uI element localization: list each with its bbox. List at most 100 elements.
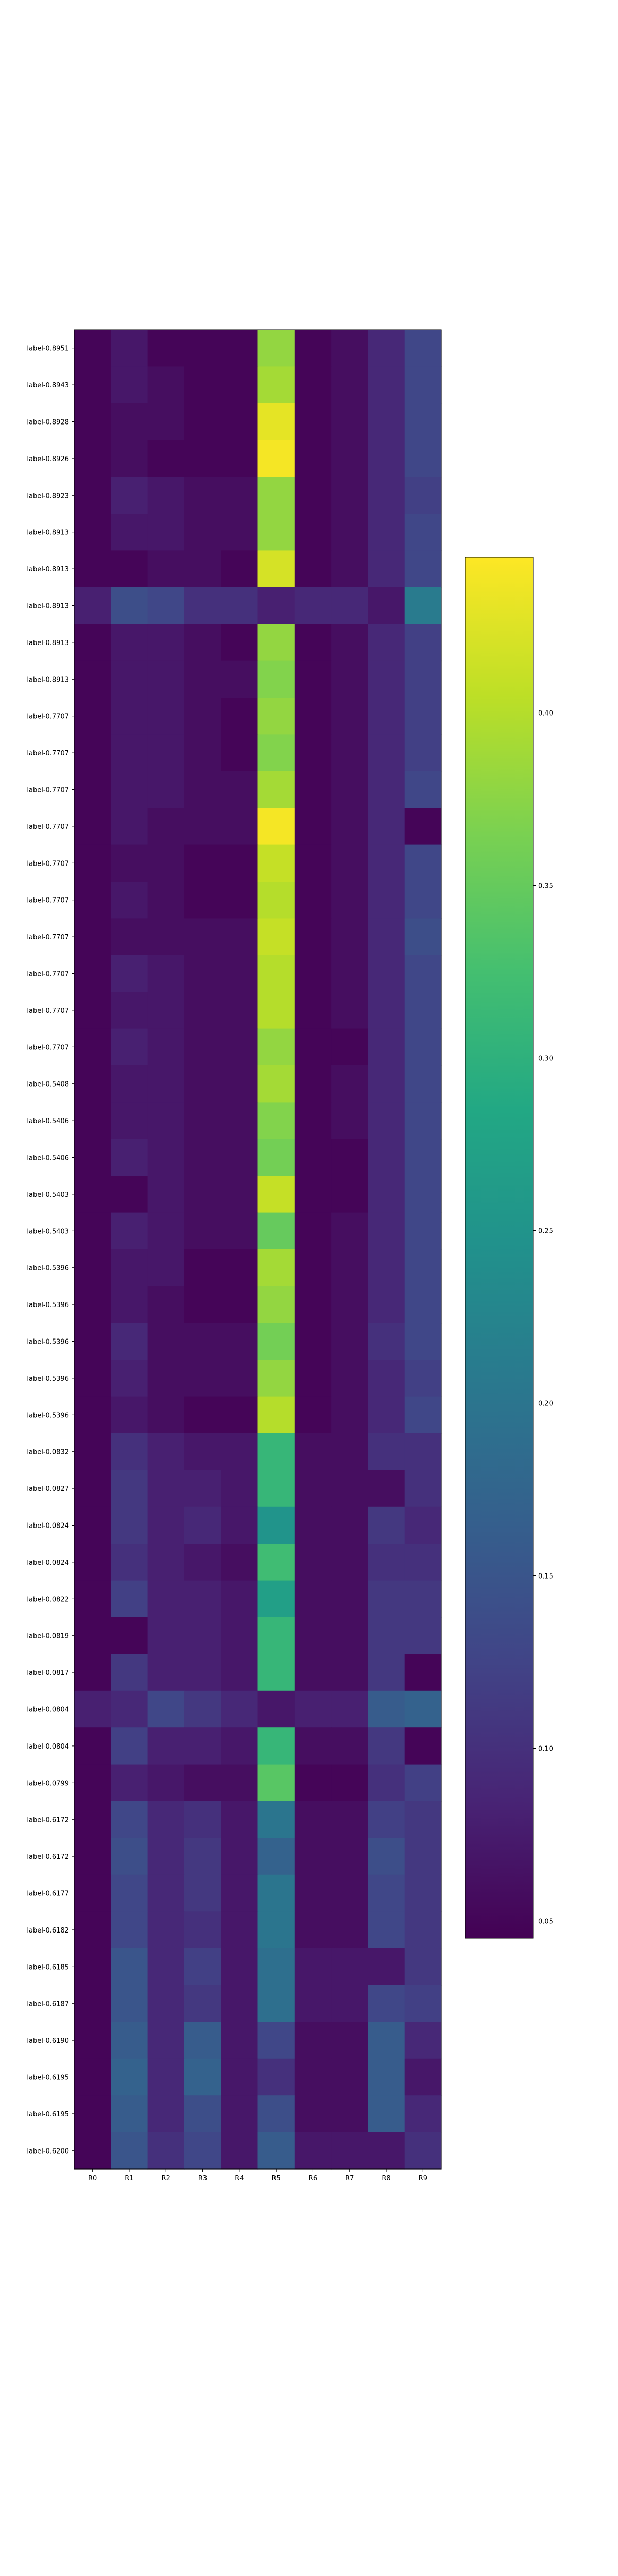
heatmap-cell xyxy=(258,1985,295,2022)
heatmap-cell xyxy=(111,660,148,698)
row-tick-label: label-0.5396 xyxy=(27,1265,69,1273)
heatmap-cell xyxy=(294,1764,332,1802)
heatmap-cell xyxy=(368,1764,405,1802)
heatmap-cell xyxy=(74,1801,111,1838)
heatmap-cell xyxy=(74,2022,111,2059)
heatmap-cell xyxy=(147,1911,185,1949)
heatmap-cell xyxy=(74,1323,111,1360)
heatmap-cell xyxy=(331,403,368,440)
heatmap-cell xyxy=(111,2132,148,2170)
heatmap-cell xyxy=(368,1985,405,2022)
heatmap-cell xyxy=(294,1102,332,1140)
heatmap-cell xyxy=(184,1065,221,1103)
colorbar-tick-label: 0.25 xyxy=(538,1228,553,1235)
row-tick-label: label-0.8926 xyxy=(27,455,69,463)
heatmap-cell xyxy=(184,1433,221,1470)
heatmap-cell xyxy=(368,1544,405,1581)
heatmap-cell xyxy=(184,477,221,514)
heatmap-cell xyxy=(147,1727,185,1765)
heatmap-cell xyxy=(147,808,185,845)
heatmap-cell xyxy=(294,403,332,440)
heatmap-cell xyxy=(294,1544,332,1581)
row-tick-label: label-0.8913 xyxy=(27,676,69,684)
heatmap-cell xyxy=(74,550,111,588)
heatmap-cell xyxy=(184,1948,221,1986)
heatmap-cell xyxy=(221,1102,259,1140)
heatmap-cell xyxy=(404,1176,442,1213)
row-tick-label: label-0.7707 xyxy=(27,860,69,868)
heatmap-cell xyxy=(221,1139,259,1176)
heatmap-cell xyxy=(404,771,442,808)
heatmap-cell xyxy=(404,1874,442,1912)
heatmap-cell xyxy=(111,1948,148,1986)
heatmap-cell xyxy=(147,1139,185,1176)
heatmap-cell xyxy=(258,1249,295,1286)
heatmap-cell xyxy=(111,2022,148,2059)
heatmap-cell xyxy=(184,550,221,588)
heatmap-cell xyxy=(368,1065,405,1103)
heatmap-cell xyxy=(404,2132,442,2170)
heatmap-cell xyxy=(258,440,295,478)
row-tick-label: label-0.6182 xyxy=(27,1927,69,1935)
heatmap-cell xyxy=(258,660,295,698)
heatmap-cell xyxy=(294,1948,332,1986)
row-tick-label: label-0.8913 xyxy=(27,603,69,611)
heatmap-cell xyxy=(368,1323,405,1360)
heatmap-cell xyxy=(147,550,185,588)
heatmap-cell xyxy=(147,2022,185,2059)
heatmap-cell xyxy=(294,1433,332,1470)
row-tick-label: label-0.0817 xyxy=(27,1669,69,1677)
heatmap-cell xyxy=(404,992,442,1029)
heatmap-cell xyxy=(221,1176,259,1213)
heatmap-cell xyxy=(404,1212,442,1250)
heatmap-cell xyxy=(221,1323,259,1360)
heatmap-cell xyxy=(74,1654,111,1691)
heatmap-cell xyxy=(294,366,332,404)
heatmap-cell xyxy=(111,1065,148,1103)
heatmap-cell xyxy=(184,918,221,956)
heatmap-cell xyxy=(258,2058,295,2096)
row-tick-label: label-0.0804 xyxy=(27,1706,69,1714)
heatmap-cell xyxy=(258,2022,295,2059)
heatmap-cell xyxy=(258,1286,295,1324)
heatmap-cell xyxy=(368,1102,405,1140)
heatmap-cell xyxy=(368,1948,405,1986)
heatmap-cell xyxy=(221,882,259,919)
heatmap-cell xyxy=(184,2022,221,2059)
row-tick-label: label-0.8928 xyxy=(27,419,69,427)
heatmap-cell xyxy=(74,1985,111,2022)
heatmap-cell xyxy=(404,660,442,698)
heatmap-cell xyxy=(368,1838,405,1875)
heatmap-cell xyxy=(221,1470,259,1507)
heatmap-cell xyxy=(404,1360,442,1397)
row-tick-label: label-0.7707 xyxy=(27,713,69,721)
heatmap-cell xyxy=(74,771,111,808)
heatmap-cell xyxy=(74,624,111,662)
heatmap-cell xyxy=(258,698,295,735)
heatmap-cell xyxy=(221,992,259,1029)
heatmap-cell xyxy=(331,1838,368,1875)
heatmap-cell xyxy=(147,1580,185,1618)
heatmap-cell xyxy=(258,2132,295,2170)
heatmap-cell xyxy=(331,1396,368,1434)
heatmap-cell xyxy=(404,1985,442,2022)
colorbar-tick-label: 0.35 xyxy=(538,883,553,890)
heatmap-cell xyxy=(294,1580,332,1618)
heatmap-cell xyxy=(111,2095,148,2133)
heatmap-cell xyxy=(331,1911,368,1949)
heatmap-cell xyxy=(184,1580,221,1618)
heatmap-cell xyxy=(404,1433,442,1470)
heatmap-cell xyxy=(74,514,111,551)
heatmap-cell xyxy=(74,1764,111,1802)
heatmap-cell xyxy=(221,1654,259,1691)
heatmap-cell xyxy=(404,1139,442,1176)
colorbar-tick-label: 0.40 xyxy=(538,710,553,718)
heatmap-cell xyxy=(331,1506,368,1544)
heatmap-cell xyxy=(404,698,442,735)
heatmap-cell xyxy=(331,1360,368,1397)
heatmap-cell xyxy=(294,2058,332,2096)
heatmap-cell xyxy=(258,1212,295,1250)
heatmap-cell xyxy=(368,1506,405,1544)
heatmap-cell xyxy=(331,1065,368,1103)
heatmap-cell xyxy=(368,844,405,882)
